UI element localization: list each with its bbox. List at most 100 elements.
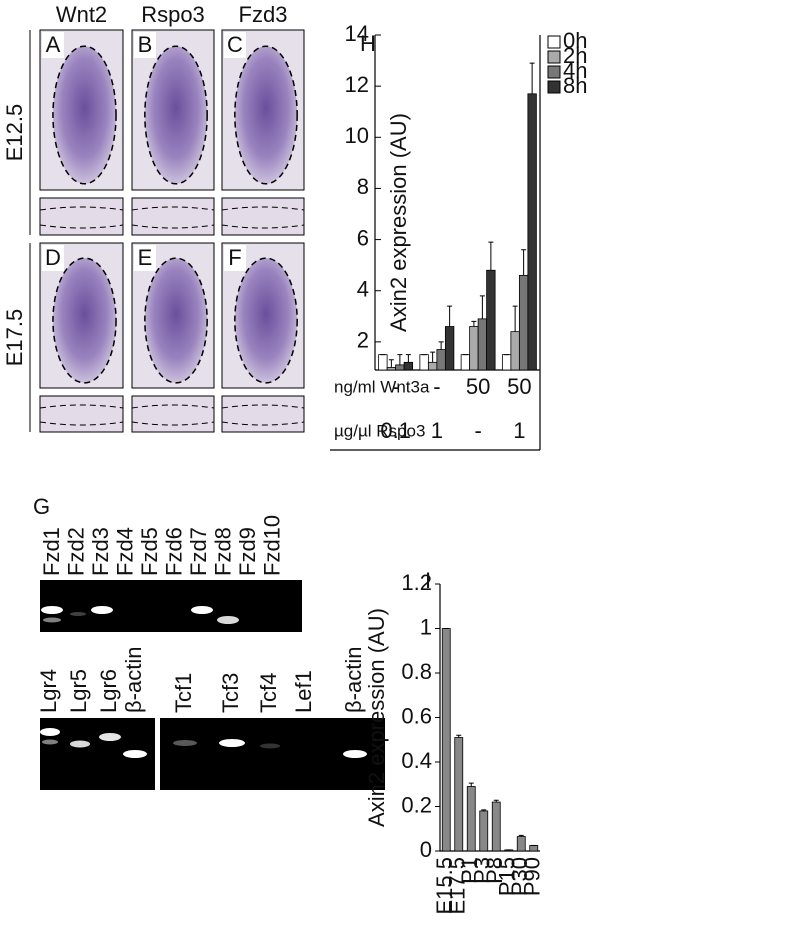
- lane-label: Fzd1: [39, 527, 64, 576]
- bar: [454, 737, 464, 852]
- panel-letter: G: [33, 494, 50, 519]
- condition-value: 1: [431, 418, 443, 443]
- bar: [460, 354, 471, 371]
- panel-letter: H: [360, 31, 376, 56]
- y-tick-label: 10: [345, 123, 369, 148]
- error-bar: [479, 295, 485, 319]
- y-tick-label: 1.2: [401, 570, 432, 595]
- strip-outline: [39, 404, 124, 426]
- error-bar: [518, 834, 524, 837]
- x-tick-label: P15: [495, 857, 520, 896]
- bar: [501, 354, 512, 371]
- bar: [491, 801, 501, 852]
- lane-label: Fzd8: [210, 527, 235, 576]
- error-bar: [488, 241, 494, 271]
- condition-value: -: [474, 418, 481, 443]
- micrograph-strip: [221, 395, 305, 433]
- strip-outline: [131, 206, 215, 229]
- error-bar: [430, 351, 436, 363]
- y-tick-label: 12: [345, 72, 369, 97]
- strip-outline: [221, 206, 305, 229]
- error-bar: [493, 799, 499, 803]
- lane-label: Lef1: [291, 670, 316, 713]
- error-bar: [438, 341, 444, 350]
- bar: [378, 354, 388, 371]
- letter-box: [134, 32, 156, 58]
- panel-letter: E: [138, 245, 153, 270]
- legend-swatch: [547, 80, 561, 94]
- lane-label: β-actin: [121, 647, 146, 713]
- lane-label: Lgr5: [66, 669, 91, 713]
- bar: [486, 269, 496, 371]
- lane-label: Fzd2: [63, 527, 88, 576]
- y-tick-label: 2: [357, 328, 369, 353]
- row-label: E12.5: [2, 104, 27, 162]
- lane-label: Fzd10: [259, 515, 284, 576]
- condition-label: µg/µl Rspo3: [334, 421, 425, 440]
- error-bar: [481, 809, 487, 811]
- bar: [477, 318, 488, 371]
- error-bar: [468, 782, 474, 787]
- bar: [444, 326, 455, 371]
- y-tick-label: 0.4: [401, 748, 432, 773]
- condition-value: -: [392, 374, 399, 399]
- x-tick-label: E17.5: [445, 857, 470, 915]
- error-bar: [447, 305, 453, 327]
- y-tick-label: 1: [420, 614, 432, 639]
- y-axis-label: Axin2 expression (AU): [386, 113, 411, 332]
- column-label: Rspo3: [141, 2, 205, 27]
- bar: [427, 361, 438, 371]
- letter-box: [42, 245, 64, 271]
- micrograph-strip: [39, 197, 124, 236]
- lane-label: Fzd3: [88, 527, 113, 576]
- bar: [529, 845, 539, 852]
- x-tick-label: P1: [457, 857, 482, 884]
- legend-label: 8h: [563, 73, 587, 98]
- panel-letter: I: [425, 568, 431, 593]
- gel-bands: [40, 606, 367, 758]
- micrograph-strip: [39, 395, 124, 433]
- bar: [510, 331, 520, 371]
- error-bar: [456, 734, 462, 738]
- strip-outline: [221, 404, 305, 426]
- error-bar: [397, 354, 403, 365]
- panel-letter: A: [46, 32, 61, 57]
- error-bar: [521, 249, 527, 276]
- bar: [518, 274, 529, 371]
- x-tick-label: P8: [482, 857, 507, 884]
- panel-letter: D: [45, 245, 61, 270]
- x-tick-label: P90: [520, 857, 545, 896]
- condition-value: 50: [507, 374, 531, 399]
- y-tick-label: 0: [420, 837, 432, 862]
- bar: [466, 786, 476, 852]
- lane-label: Fzd5: [137, 527, 162, 576]
- condition-value: 50: [466, 374, 490, 399]
- y-tick-label: 14: [345, 21, 369, 46]
- bar: [386, 367, 397, 371]
- condition-value: -: [433, 374, 440, 399]
- panel-letter: B: [138, 32, 153, 57]
- micrograph-strip: [221, 197, 305, 236]
- y-axis-label: Axin2 expression (AU): [364, 608, 389, 827]
- y-tick-label: 0.6: [401, 703, 432, 728]
- bar: [479, 810, 489, 852]
- lane-label: Fzd4: [112, 527, 137, 576]
- lane-label: Tcf4: [256, 673, 281, 713]
- condition-value: 1: [513, 418, 525, 443]
- micrograph-strip: [131, 395, 215, 433]
- legend-label: 4h: [563, 58, 587, 83]
- lane-label: Fzd9: [235, 527, 260, 576]
- bar: [436, 349, 446, 371]
- tissue-stain: [144, 45, 208, 185]
- legend-swatch: [547, 50, 561, 64]
- column-label: Fzd3: [239, 2, 288, 27]
- strip-outline: [39, 206, 124, 229]
- letter-box: [224, 245, 246, 271]
- error-bar: [512, 305, 518, 332]
- bar: [395, 364, 405, 371]
- error-bar: [388, 359, 394, 368]
- lane-label: Lgr6: [96, 669, 121, 713]
- legend-swatch: [547, 35, 561, 49]
- strip-outline: [131, 404, 215, 426]
